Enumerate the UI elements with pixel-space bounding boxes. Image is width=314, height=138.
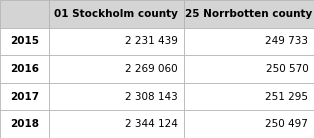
Text: 2017: 2017 [10,92,39,102]
Bar [184,0,314,28]
Text: 01 Stockholm county: 01 Stockholm county [54,9,178,19]
Bar [49,83,184,110]
Text: 250 497: 250 497 [265,119,308,129]
Text: 2 269 060: 2 269 060 [125,64,178,74]
Text: 251 295: 251 295 [265,92,308,102]
Text: 2016: 2016 [10,64,39,74]
Text: 249 733: 249 733 [265,36,308,46]
Bar [0,110,49,138]
Bar [49,28,184,55]
Bar [0,83,49,110]
Bar [0,28,49,55]
Bar [49,0,184,28]
Bar [0,55,49,83]
Text: 2 308 143: 2 308 143 [125,92,178,102]
Bar [184,28,314,55]
Text: 2 231 439: 2 231 439 [125,36,178,46]
Bar [184,110,314,138]
Text: 2018: 2018 [10,119,39,129]
Bar [0,0,49,28]
Text: 2015: 2015 [10,36,39,46]
Text: 25 Norrbotten county: 25 Norrbotten county [185,9,312,19]
Bar [184,55,314,83]
Text: 2 344 124: 2 344 124 [125,119,178,129]
Bar [49,55,184,83]
Bar [184,83,314,110]
Bar [49,110,184,138]
Text: 250 570: 250 570 [266,64,308,74]
